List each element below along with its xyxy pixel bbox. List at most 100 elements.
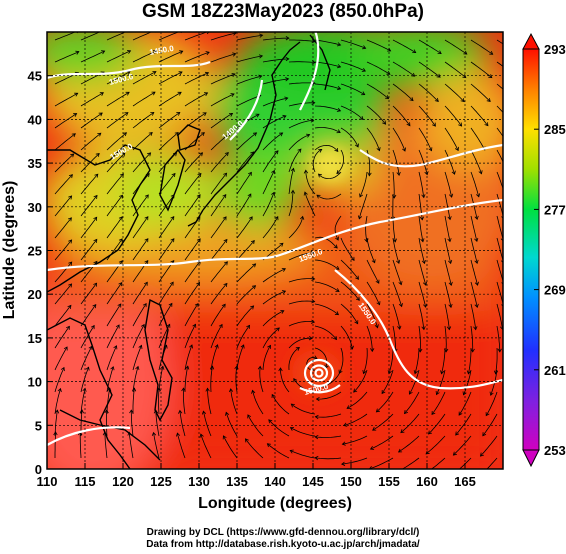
streamline: [400, 413, 420, 433]
streamline: [184, 344, 193, 371]
contour-line: [299, 384, 341, 394]
streamline: [366, 105, 386, 125]
streamline-arrow: [285, 56, 290, 62]
streamline: [210, 366, 213, 393]
y-tick-label: 35: [28, 156, 42, 171]
streamline-arrow: [115, 324, 120, 329]
x-tick-label: 150: [340, 474, 362, 489]
streamline: [392, 127, 406, 152]
streamline-arrow: [251, 389, 256, 394]
contour-line: [47, 60, 211, 80]
streamline-arrow: [437, 50, 442, 55]
streamline: [132, 366, 139, 393]
streamline: [106, 324, 120, 349]
streamline-arrow: [341, 441, 346, 446]
streamline: [252, 390, 264, 415]
contour-line: [229, 79, 264, 141]
streamline: [236, 216, 253, 239]
streamline-arrow: [205, 51, 210, 56]
streamline-arrow: [271, 169, 275, 175]
streamline-arrow: [266, 443, 271, 448]
streamline: [80, 153, 100, 173]
streamline: [288, 321, 315, 327]
streamline-arrow: [223, 238, 228, 243]
streamline: [444, 39, 468, 55]
streamline: [80, 304, 97, 327]
streamline-arrow: [234, 365, 239, 370]
streamline: [106, 152, 126, 173]
coastlines: [47, 34, 331, 469]
streamline: [366, 325, 373, 352]
streamline: [288, 61, 316, 63]
streamline: [288, 102, 315, 107]
streamline-arrow: [67, 217, 72, 222]
streamline-arrow: [171, 172, 176, 178]
streamline: [288, 300, 315, 305]
streamline-arrow: [117, 303, 122, 308]
streamline-arrow: [514, 74, 518, 77]
streamline: [418, 325, 421, 352]
streamline: [236, 113, 260, 129]
streamline: [184, 260, 201, 283]
streamline: [312, 149, 322, 173]
y-tick-label: 30: [28, 200, 42, 215]
streamline-arrow: [334, 311, 340, 316]
streamline-arrow: [515, 51, 519, 54]
streamline-arrow: [335, 236, 339, 241]
streamline-arrow: [259, 33, 264, 38]
streamline-arrow: [293, 378, 298, 383]
streamline: [132, 324, 145, 349]
streamline: [179, 410, 186, 437]
streamline-arrow: [199, 152, 204, 157]
streamline: [158, 345, 167, 371]
streamline: [315, 413, 342, 418]
streamline-arrow: [317, 173, 322, 178]
colorbar-top-arrow: [522, 32, 540, 50]
streamline-arrow: [371, 259, 376, 264]
streamline: [363, 347, 368, 374]
streamline: [458, 391, 472, 416]
streamline-arrow: [397, 325, 402, 330]
streamline: [54, 174, 73, 195]
streamline: [288, 347, 300, 371]
streamline-arrow: [205, 387, 210, 392]
typhoon-contour: [309, 364, 329, 382]
streamline: [444, 259, 452, 286]
streamline-arrow: [462, 391, 467, 396]
streamline-arrow: [474, 215, 479, 220]
streamline-arrow: [336, 129, 341, 134]
streamline: [210, 324, 223, 349]
geopotential-contours: [47, 32, 503, 446]
streamline: [288, 134, 310, 151]
credit-data-source: Data from http://database.rish.kyoto-u.a…: [146, 539, 420, 550]
x-tick-label: 160: [416, 474, 438, 489]
streamline: [468, 348, 472, 374]
streamline: [398, 435, 420, 453]
streamline-arrow: [280, 310, 285, 314]
streamline-arrow: [470, 348, 475, 353]
streamline-arrow: [196, 281, 201, 287]
streamline: [288, 216, 304, 239]
streamline-arrow: [440, 370, 445, 375]
streamline-arrow: [107, 387, 112, 392]
streamline: [54, 217, 72, 239]
streamline: [177, 433, 186, 459]
streamline-arrow: [376, 301, 381, 306]
streamline-arrow: [218, 323, 223, 328]
streamline: [183, 388, 186, 415]
streamline: [392, 171, 395, 198]
contour-line: [359, 143, 503, 168]
streamline-arrow: [172, 152, 178, 157]
streamline-arrow: [346, 405, 351, 409]
streamline: [80, 32, 101, 41]
streamline: [314, 105, 341, 112]
streamline-arrow: [54, 409, 60, 414]
streamline: [210, 303, 226, 327]
streamline: [404, 391, 420, 414]
streamline-arrow: [334, 147, 339, 152]
streamline-arrow: [274, 150, 279, 155]
streamline-arrow: [482, 432, 487, 437]
streamline-arrow: [375, 408, 380, 413]
streamline: [290, 450, 316, 459]
x-tick-label: 115: [75, 474, 96, 489]
